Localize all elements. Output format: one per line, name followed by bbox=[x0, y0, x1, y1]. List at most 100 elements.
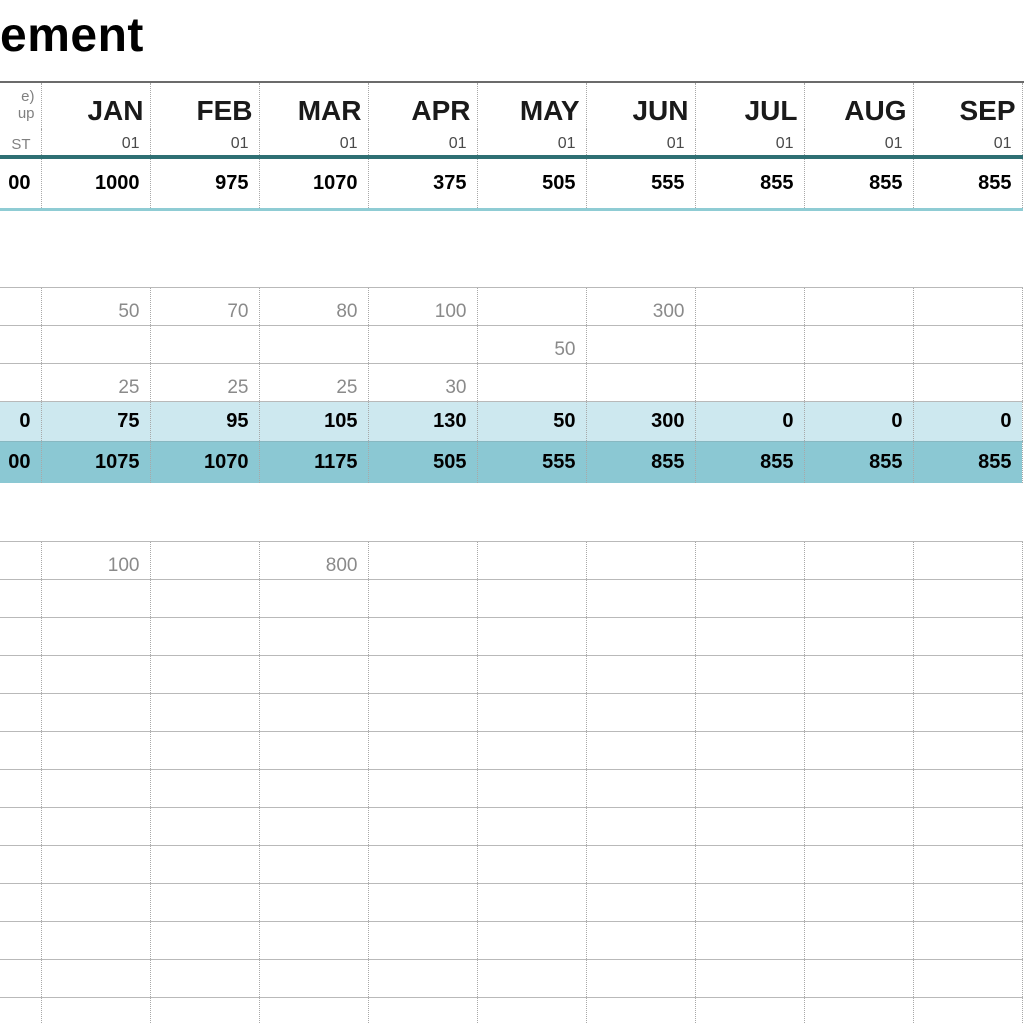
cell[interactable] bbox=[259, 959, 368, 997]
cell[interactable] bbox=[695, 883, 804, 921]
cell[interactable] bbox=[913, 959, 1022, 997]
cell[interactable] bbox=[150, 883, 259, 921]
cell[interactable] bbox=[804, 655, 913, 693]
cash-cell[interactable]: 975 bbox=[150, 157, 259, 209]
cell[interactable] bbox=[804, 693, 913, 731]
cell[interactable] bbox=[0, 997, 41, 1024]
subtotal-cell[interactable]: 95 bbox=[150, 401, 259, 441]
cell[interactable] bbox=[586, 693, 695, 731]
cell[interactable] bbox=[150, 655, 259, 693]
cell[interactable] bbox=[913, 325, 1022, 363]
cell[interactable] bbox=[150, 845, 259, 883]
cell[interactable] bbox=[0, 883, 41, 921]
cell[interactable] bbox=[477, 997, 586, 1024]
total-cell[interactable]: 855 bbox=[695, 441, 804, 483]
subtotal-cell[interactable]: 75 bbox=[41, 401, 150, 441]
cell[interactable] bbox=[0, 287, 41, 325]
subtotal-cell[interactable]: 0 bbox=[913, 401, 1022, 441]
cell[interactable]: 80 bbox=[259, 287, 368, 325]
cell[interactable] bbox=[150, 579, 259, 617]
cell[interactable] bbox=[368, 731, 477, 769]
cell[interactable] bbox=[150, 693, 259, 731]
cell[interactable] bbox=[41, 325, 150, 363]
cell[interactable] bbox=[913, 731, 1022, 769]
cell[interactable] bbox=[150, 325, 259, 363]
total-cell[interactable]: 1175 bbox=[259, 441, 368, 483]
cell[interactable] bbox=[586, 997, 695, 1024]
col-header-jan[interactable]: JAN bbox=[41, 83, 150, 129]
cash-cell[interactable]: 1000 bbox=[41, 157, 150, 209]
cell[interactable] bbox=[41, 769, 150, 807]
col-header-sep[interactable]: SEP bbox=[913, 83, 1022, 129]
cell[interactable] bbox=[259, 731, 368, 769]
cell[interactable] bbox=[150, 959, 259, 997]
cell[interactable] bbox=[586, 655, 695, 693]
cell[interactable] bbox=[0, 731, 41, 769]
cell[interactable] bbox=[259, 807, 368, 845]
cell[interactable] bbox=[0, 807, 41, 845]
cell[interactable] bbox=[259, 845, 368, 883]
cell[interactable] bbox=[368, 769, 477, 807]
cell[interactable]: 25 bbox=[259, 363, 368, 401]
total-cell[interactable]: 00 bbox=[0, 441, 41, 483]
cell[interactable]: 50 bbox=[477, 325, 586, 363]
cell[interactable] bbox=[368, 959, 477, 997]
cell[interactable]: 25 bbox=[150, 363, 259, 401]
cell[interactable] bbox=[586, 883, 695, 921]
cell[interactable] bbox=[41, 845, 150, 883]
cell[interactable] bbox=[41, 959, 150, 997]
cell[interactable] bbox=[0, 363, 41, 401]
cell[interactable] bbox=[586, 731, 695, 769]
col-header-jun[interactable]: JUN bbox=[586, 83, 695, 129]
cell[interactable] bbox=[368, 693, 477, 731]
cell[interactable] bbox=[804, 807, 913, 845]
cell[interactable] bbox=[368, 541, 477, 579]
cell[interactable] bbox=[41, 579, 150, 617]
cell[interactable] bbox=[259, 617, 368, 655]
cell[interactable] bbox=[368, 921, 477, 959]
cell[interactable] bbox=[477, 579, 586, 617]
cell[interactable] bbox=[695, 693, 804, 731]
cell[interactable] bbox=[368, 807, 477, 845]
cell[interactable]: 70 bbox=[150, 287, 259, 325]
cell[interactable] bbox=[695, 541, 804, 579]
cell[interactable] bbox=[695, 287, 804, 325]
cell[interactable] bbox=[259, 769, 368, 807]
cell[interactable] bbox=[804, 325, 913, 363]
cell[interactable] bbox=[913, 883, 1022, 921]
cell[interactable]: 100 bbox=[368, 287, 477, 325]
cell[interactable] bbox=[804, 845, 913, 883]
cell[interactable]: 25 bbox=[41, 363, 150, 401]
subtotal-cell[interactable]: 130 bbox=[368, 401, 477, 441]
cell[interactable] bbox=[695, 807, 804, 845]
cell[interactable] bbox=[695, 959, 804, 997]
cell[interactable] bbox=[150, 541, 259, 579]
cell[interactable] bbox=[695, 363, 804, 401]
subtotal-cell[interactable]: 0 bbox=[804, 401, 913, 441]
cell[interactable] bbox=[0, 655, 41, 693]
cell[interactable] bbox=[477, 655, 586, 693]
col-header-mar[interactable]: MAR bbox=[259, 83, 368, 129]
cell[interactable] bbox=[0, 693, 41, 731]
subtotal-cell[interactable]: 0 bbox=[0, 401, 41, 441]
cell[interactable] bbox=[586, 541, 695, 579]
cell[interactable] bbox=[0, 579, 41, 617]
cell[interactable]: 50 bbox=[41, 287, 150, 325]
col-header-aug[interactable]: AUG bbox=[804, 83, 913, 129]
cell[interactable] bbox=[586, 325, 695, 363]
cell[interactable] bbox=[804, 959, 913, 997]
cell[interactable] bbox=[477, 959, 586, 997]
cell[interactable] bbox=[695, 731, 804, 769]
cell[interactable] bbox=[586, 921, 695, 959]
cell[interactable] bbox=[804, 287, 913, 325]
cell[interactable] bbox=[477, 807, 586, 845]
cell[interactable] bbox=[150, 617, 259, 655]
cell[interactable] bbox=[41, 731, 150, 769]
cell[interactable] bbox=[913, 541, 1022, 579]
cell[interactable] bbox=[586, 807, 695, 845]
cell[interactable]: 300 bbox=[586, 287, 695, 325]
cell[interactable] bbox=[41, 617, 150, 655]
cell[interactable] bbox=[41, 921, 150, 959]
cell[interactable] bbox=[150, 997, 259, 1024]
cell[interactable] bbox=[804, 997, 913, 1024]
